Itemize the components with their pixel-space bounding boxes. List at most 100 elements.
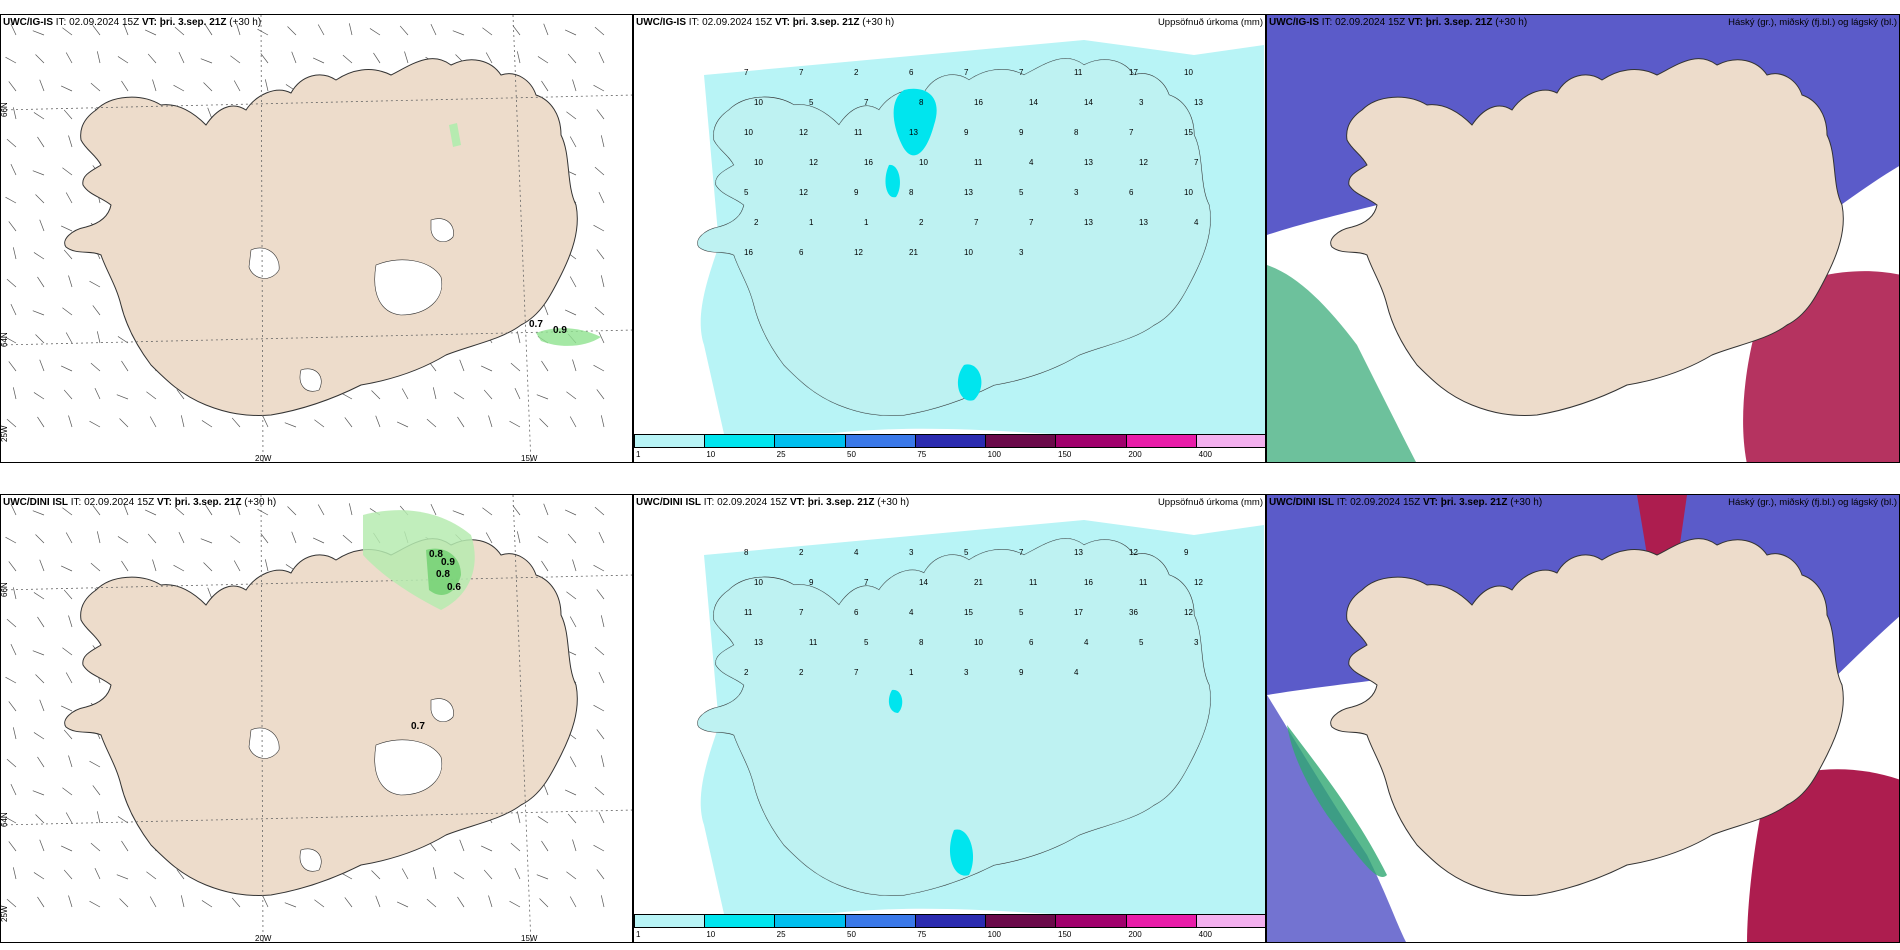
precip-value: 4 — [909, 608, 914, 617]
precip-land-area — [697, 538, 1211, 896]
precip-value: 7 — [864, 98, 869, 107]
wind-value-label: 0.9 — [441, 557, 455, 568]
wind-panel-header: UWC/IG-IS IT: 02.09.2024 15Z VT: þri. 3.… — [3, 17, 261, 28]
wind-barb — [62, 507, 73, 516]
it-value: 02.09.2024 15Z — [84, 497, 155, 508]
wind-barb — [594, 786, 605, 796]
cloud-map-top — [1267, 15, 1899, 462]
precip-value: 12 — [1129, 548, 1138, 557]
wind-barb — [594, 166, 605, 176]
wind-barb — [485, 52, 493, 64]
wind-barb — [178, 51, 185, 64]
wind-barb — [63, 869, 73, 880]
precip-value: 2 — [799, 548, 804, 557]
precip-heavy-area — [885, 164, 900, 198]
wind-barb — [543, 783, 549, 796]
glaciers — [248, 218, 454, 392]
precip-value: 13 — [1074, 548, 1083, 557]
wind-barb — [39, 559, 45, 572]
wind-value-label: 0.7 — [411, 721, 425, 732]
wind-barb — [37, 616, 45, 628]
wind-barb — [65, 532, 73, 544]
wind-barb — [6, 618, 17, 628]
colorbar-tick-label: 100 — [987, 450, 1002, 459]
wind-barb — [116, 394, 129, 400]
wind-barb — [480, 365, 493, 372]
colorbar-swatch — [635, 915, 706, 927]
precip-value: 8 — [919, 638, 924, 647]
wind-barb — [37, 136, 45, 148]
precip-value: 14 — [919, 578, 928, 587]
wind-barb — [89, 420, 101, 428]
wind-barb — [90, 842, 101, 852]
precip-value: 10 — [754, 158, 763, 167]
colorbar-tick-label: 200 — [1128, 450, 1142, 459]
colorbar-tick-label: 10 — [706, 450, 716, 459]
wind-barb — [230, 55, 241, 64]
wind-barb — [539, 418, 549, 428]
wind-barb — [117, 536, 129, 544]
wind-barb — [60, 705, 73, 712]
precip-value: 4 — [1029, 158, 1034, 167]
precip-value: 16 — [744, 248, 753, 257]
lead-time: (+30 h) — [862, 17, 895, 28]
wind-barb — [569, 276, 577, 288]
wind-barb — [96, 331, 101, 344]
wind-barb — [68, 895, 73, 908]
precip-value: 2 — [919, 218, 924, 227]
colorbar-tick-label: 1 — [636, 450, 641, 459]
wind-barb — [284, 422, 297, 428]
colorbar-tick-label: 25 — [776, 450, 786, 459]
vt-value: þri. 3.sep. 21Z — [1440, 497, 1508, 508]
wind-barb — [426, 898, 437, 908]
wind-barb — [485, 532, 493, 544]
model-name: UWC/DINI ISL — [1269, 497, 1334, 508]
wind-barb — [33, 872, 45, 880]
wind-barb — [33, 732, 45, 740]
wind-barb — [567, 813, 577, 824]
precip-value: 21 — [909, 248, 918, 257]
precip-value: 4 — [854, 548, 859, 557]
wind-barb — [63, 249, 73, 260]
wind-barb — [600, 415, 605, 428]
lead-time: (+30 h) — [229, 17, 262, 28]
wind-barb — [8, 841, 17, 852]
colorbar-swatch — [635, 435, 706, 447]
precip-value: 7 — [744, 68, 749, 77]
wind-barb — [233, 80, 241, 92]
wind-map-panel-top: 0.7 0.9 66N 64N 25W 20W 15W UWC/IG-IS IT… — [0, 14, 633, 463]
wind-barb — [348, 503, 353, 516]
wind-barb — [291, 531, 297, 544]
wind-barb — [569, 896, 577, 908]
wind-barb — [514, 867, 521, 880]
precip-value: 8 — [909, 188, 914, 197]
wind-barb — [8, 561, 17, 572]
wind-barb — [123, 503, 129, 516]
wind-barb — [257, 28, 269, 36]
wind-barb — [62, 647, 73, 656]
wind-barb — [121, 360, 129, 372]
precip-value: 3 — [1019, 248, 1024, 257]
wind-barb — [512, 25, 521, 36]
wind-barb — [401, 388, 409, 400]
wind-barb — [6, 758, 17, 768]
precip-value: 2 — [744, 668, 749, 677]
precip-value: 9 — [854, 188, 859, 197]
wind-barb — [596, 869, 605, 880]
colorbar-tick-label: 10 — [706, 930, 716, 939]
wind-barb — [65, 672, 73, 684]
wind-barb — [6, 898, 17, 908]
precip-value: 7 — [1019, 68, 1024, 77]
precip-value: 5 — [864, 638, 869, 647]
wind-barb — [257, 508, 269, 516]
wind-barb — [60, 845, 73, 852]
wind-barb — [201, 900, 213, 908]
wind-barb — [60, 365, 73, 372]
wind-barb — [569, 416, 577, 428]
wind-barb — [600, 895, 605, 908]
lat-label-66: 66N — [1, 102, 9, 117]
lon-label-15: 15W — [521, 454, 538, 463]
wind-barb — [371, 390, 381, 400]
it-label: IT: — [703, 497, 715, 508]
precip-panel-header: UWC/IG-IS IT: 02.09.2024 15Z VT: þri. 3.… — [636, 17, 894, 28]
